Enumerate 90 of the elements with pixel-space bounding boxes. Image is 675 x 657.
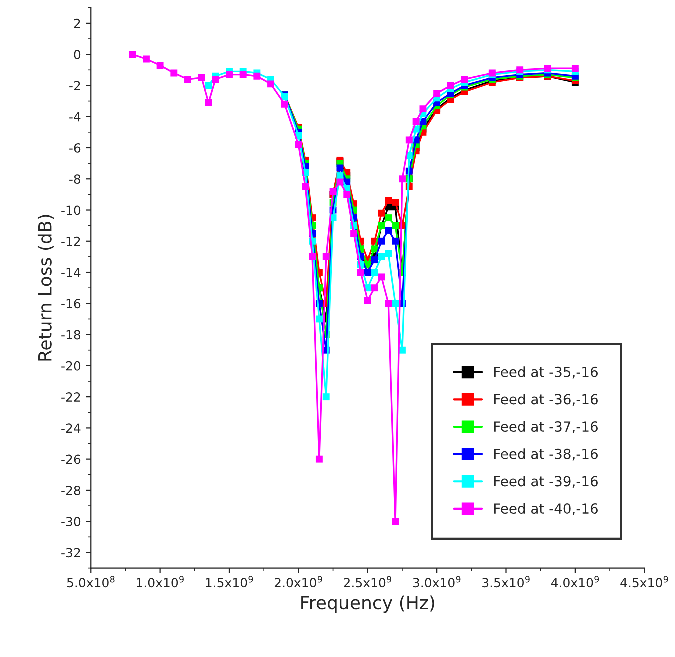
point (198, 74, 206, 82)
point (330, 188, 337, 196)
point (170, 70, 178, 77)
y-tick-label: -22 (62, 392, 80, 402)
point (461, 76, 468, 83)
point (385, 197, 392, 204)
legend-label: Feed at -37,-16 (494, 421, 598, 434)
y-tick-label: -32 (62, 548, 80, 558)
y-tick-label: -24 (62, 424, 81, 433)
x-tick-label: 5.0x10$^{8}$ (67, 576, 115, 588)
y-tick-label: 2 (74, 18, 80, 28)
point (447, 82, 454, 90)
point (129, 51, 136, 58)
point (322, 394, 330, 401)
point (281, 100, 288, 108)
point (385, 214, 392, 222)
point (344, 191, 351, 198)
point (392, 199, 400, 206)
point (371, 256, 378, 264)
point (316, 316, 323, 323)
point (371, 269, 378, 276)
legend-label: Feed at -35,-16 (494, 366, 598, 379)
point (420, 106, 427, 113)
point (378, 210, 386, 217)
x-tick-label: 2.5x10$^{9}$ (344, 576, 392, 588)
x-tick-label: 3.0x10$^{9}$ (413, 576, 461, 588)
point (392, 518, 400, 526)
point (240, 71, 247, 78)
point (184, 76, 192, 83)
point (336, 172, 344, 180)
y-tick-label: -14 (62, 268, 81, 278)
point (392, 222, 400, 230)
point (412, 118, 420, 125)
y-tick-label: -26 (62, 454, 81, 464)
y-tick-label: -2 (70, 81, 80, 90)
x-tick-label: 4.5x10$^{9}$ (620, 576, 668, 588)
legend-label: Feed at -38,-16 (494, 448, 598, 461)
y-tick-label: -20 (62, 361, 81, 371)
point (371, 284, 378, 292)
point (572, 65, 579, 72)
point (392, 238, 400, 245)
point (268, 80, 274, 88)
point (302, 183, 310, 190)
point (212, 76, 220, 83)
x-tick-label: 4.0x10$^{9}$ (551, 576, 600, 588)
point (322, 253, 330, 260)
point (385, 250, 392, 258)
point (295, 141, 302, 148)
y-tick-label: -30 (62, 517, 81, 527)
x-tick-label: 1.5x10$^{9}$ (206, 576, 254, 588)
legend-label: Feed at -39,-16 (494, 476, 598, 488)
y-tick-label: -16 (62, 299, 81, 309)
legend-label: Feed at -36,-16 (494, 394, 598, 406)
point (378, 238, 386, 245)
y-tick-label: -10 (62, 206, 81, 216)
point (364, 297, 372, 304)
y-axis-title: Return Loss (dB) (38, 215, 54, 361)
point (350, 230, 358, 238)
y-tick-label: -12 (62, 236, 80, 246)
point (392, 300, 400, 308)
y-tick-label: 0 (74, 50, 81, 60)
x-tick-label: 2.0x10$^{9}$ (274, 576, 322, 588)
point (205, 82, 212, 90)
point (316, 456, 323, 463)
point (254, 72, 261, 80)
y-tick-label: -28 (62, 486, 81, 496)
point (205, 99, 212, 106)
point (309, 253, 316, 260)
point (378, 253, 386, 260)
point (385, 300, 392, 308)
point (336, 164, 344, 172)
point (371, 246, 378, 253)
x-tick-label: 3.5x10$^{9}$ (482, 576, 530, 588)
point (357, 269, 364, 276)
x-axis-title: Frequency (Hz) (302, 596, 434, 614)
point (434, 90, 441, 97)
point (336, 178, 344, 186)
point (385, 227, 392, 234)
point (143, 56, 150, 63)
x-tick-label: 1.0x10$^{9}$ (137, 576, 184, 588)
legend-label: Feed at -40,-16 (494, 503, 598, 516)
point (406, 136, 413, 144)
y-tick-label: -6 (70, 143, 81, 153)
point (398, 176, 406, 183)
y-tick-label: -4 (70, 112, 81, 122)
y-tick-label: -18 (62, 330, 81, 340)
point (226, 71, 233, 78)
y-tick-label: -8 (70, 174, 81, 184)
point (378, 274, 386, 281)
point (156, 62, 164, 69)
